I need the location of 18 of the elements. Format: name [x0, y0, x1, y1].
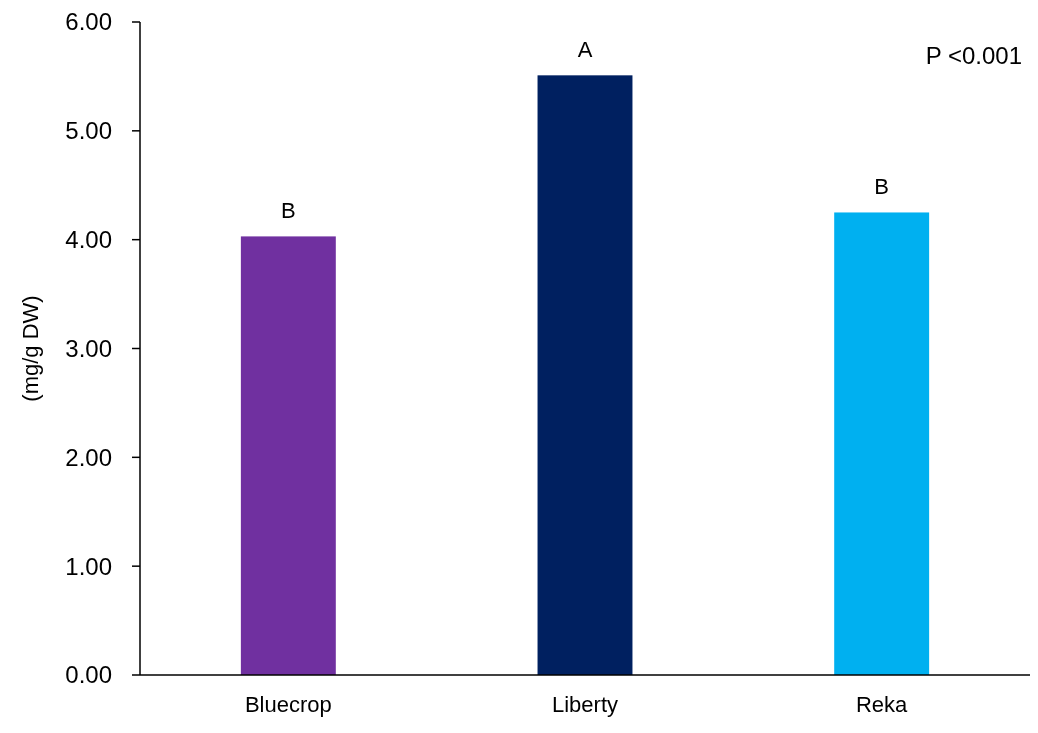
bar	[240, 236, 336, 675]
y-tick-label: 4.00	[65, 226, 112, 254]
x-tick-label: Liberty	[551, 692, 619, 717]
y-tick-label: 0.00	[65, 661, 112, 689]
x-tick-label: Reka	[855, 692, 909, 717]
x-tick-label: Bluecrop	[244, 692, 332, 717]
bar	[834, 212, 930, 675]
bar	[537, 75, 633, 675]
y-tick-label: 6.00	[65, 8, 112, 36]
y-tick-label: 5.00	[65, 117, 112, 145]
y-tick-label: 3.00	[65, 334, 112, 362]
y-tick-label: 1.00	[65, 552, 112, 580]
y-axis-title: (mg/g DW)	[17, 295, 43, 402]
annotation: A	[577, 37, 593, 63]
y-tick-label: 2.00	[65, 443, 112, 471]
annotation: B	[874, 174, 890, 200]
annotation: P <0.001	[925, 42, 1022, 69]
annotation: B	[280, 198, 296, 224]
